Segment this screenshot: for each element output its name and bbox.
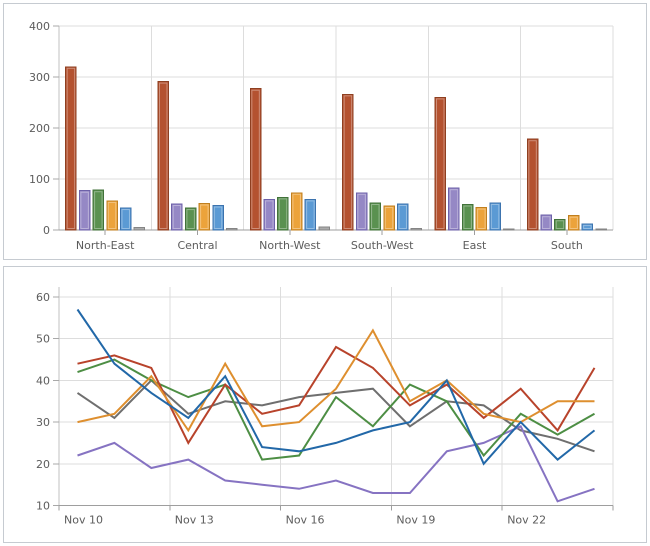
line-series-purple[interactable] [77, 424, 595, 503]
bar-highlight [80, 191, 89, 229]
x-tick-label: Nov 16 [286, 514, 325, 527]
bar-orange-south-west[interactable] [383, 205, 395, 231]
bar-blue-east[interactable] [489, 202, 501, 231]
x-tick-label: Nov 19 [396, 514, 435, 527]
bar-highlight [398, 204, 407, 230]
category-label-east: East [463, 239, 487, 252]
bar-highlight [528, 140, 537, 229]
bar-highlight [371, 203, 380, 230]
bar-highlight [436, 98, 445, 230]
bar-highlight [306, 200, 315, 229]
bar-blue-north-west[interactable] [304, 198, 317, 231]
x-tick-label: Nov 10 [64, 514, 103, 527]
bar-red-south-west[interactable] [342, 93, 354, 231]
bar-orange-east[interactable] [475, 207, 488, 231]
y-tick-label: 50 [36, 333, 50, 346]
bar-orange-north-west[interactable] [290, 192, 303, 231]
category-label-south: South [551, 239, 583, 252]
y-tick-label: 40 [36, 374, 50, 387]
x-tick-label: Nov 13 [175, 514, 214, 527]
bar-red-east[interactable] [434, 96, 446, 231]
bar-green-south-west[interactable] [369, 202, 382, 231]
bar-highlight [172, 204, 182, 230]
bar-purple-south[interactable] [540, 214, 553, 231]
bar-red-north-east[interactable] [65, 66, 77, 231]
y-tick-label: 300 [29, 71, 50, 84]
category-label-central: Central [177, 239, 217, 252]
category-label-north-west: North-West [259, 239, 321, 252]
bar-highlight [278, 198, 288, 229]
bar-green-north-west[interactable] [277, 196, 289, 231]
bar-highlight [463, 205, 472, 229]
bar-highlight [490, 203, 500, 230]
category-label-south-west: South-West [351, 239, 414, 252]
bar-highlight [384, 207, 394, 229]
line-chart-panel: 10 20 30 40 50 60 Nov 10 Nov 13 Nov 16 Nov 19 Nov … [3, 266, 647, 543]
bar-purple-south-west[interactable] [355, 192, 368, 231]
bar-red-north-west[interactable] [249, 88, 262, 231]
bar-blue-south-west[interactable] [396, 203, 409, 231]
bar-red-central[interactable] [157, 81, 169, 231]
bar-highlight [449, 189, 459, 229]
bar-purple-central[interactable] [171, 203, 183, 231]
y-tick-label: 10 [36, 500, 50, 513]
bar-highlight [186, 209, 195, 230]
bar-highlight [357, 193, 366, 230]
y-tick-label: 100 [29, 173, 50, 186]
y-tick-label: 200 [29, 122, 50, 135]
y-tick-label: 20 [36, 458, 50, 471]
bar-purple-north-west[interactable] [263, 198, 276, 231]
bar-highlight [542, 216, 551, 230]
bar-green-south[interactable] [554, 218, 566, 231]
bar-chart-panel: 0 100 200 300 400 North-East Central North-West… [3, 3, 647, 260]
bar-blue-central[interactable] [212, 205, 224, 231]
bar-chart[interactable]: 0 100 200 300 400 North-East Central North-West… [4, 4, 646, 259]
bar-highlight [555, 220, 565, 229]
bar-highlight [107, 201, 117, 229]
bar-highlight [159, 82, 168, 229]
bar-highlight [66, 67, 76, 229]
bar-highlight [200, 204, 209, 229]
bar-highlight [94, 191, 103, 229]
bar-blue-north-east[interactable] [119, 207, 132, 231]
bar-purple-north-east[interactable] [78, 190, 91, 231]
bar-gray-north-west[interactable] [318, 226, 330, 231]
bar-red-south[interactable] [526, 138, 539, 231]
bar-orange-north-east[interactable] [106, 200, 118, 231]
bar-blue-south[interactable] [581, 223, 594, 231]
bar-highlight [292, 193, 301, 230]
bar-highlight [265, 200, 274, 229]
y-tick-label: 0 [43, 224, 50, 237]
bar-green-central[interactable] [184, 207, 197, 231]
bar-highlight [213, 206, 223, 230]
bar-highlight [121, 209, 130, 230]
line-series-blue[interactable] [76, 308, 596, 466]
bar-highlight [583, 224, 592, 230]
category-label-north-east: North-East [76, 239, 135, 252]
bar-highlight [477, 208, 486, 229]
bar-purple-east[interactable] [448, 187, 460, 231]
bar-gray-south-west[interactable] [410, 227, 423, 231]
bar-gray-east[interactable] [503, 228, 515, 231]
y-tick-label: 400 [29, 20, 50, 33]
bar-highlight [569, 216, 578, 230]
y-tick-label: 30 [36, 416, 50, 429]
bar-gray-central[interactable] [226, 227, 238, 231]
line-chart[interactable]: 10 20 30 40 50 60 Nov 10 Nov 13 Nov 16 Nov 19 Nov … [4, 267, 646, 542]
x-tick-label: Nov 22 [507, 514, 546, 527]
bar-orange-south[interactable] [567, 215, 580, 231]
bar-highlight [251, 89, 260, 230]
bar-green-east[interactable] [461, 204, 474, 231]
bar-gray-south[interactable] [595, 228, 607, 231]
bar-orange-central[interactable] [198, 202, 211, 231]
line-series-green[interactable] [77, 358, 595, 461]
y-tick-label: 60 [36, 291, 50, 304]
line-series-orange[interactable] [77, 328, 595, 433]
bar-green-north-east[interactable] [92, 189, 105, 231]
bar-gray-north-east[interactable] [133, 226, 146, 231]
bar-highlight [343, 95, 353, 229]
